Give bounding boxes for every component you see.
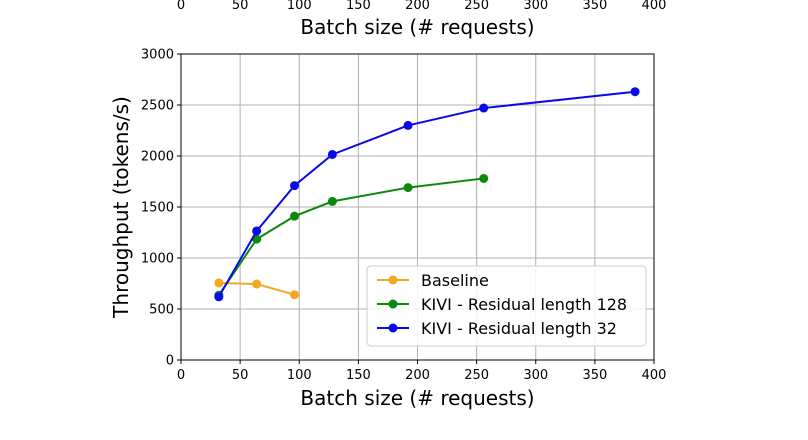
top-x-tick-label: 300 — [523, 0, 548, 13]
x-tick-label: 200 — [405, 368, 430, 383]
series-line-1 — [218, 177, 484, 296]
legend-box — [366, 265, 647, 347]
x-tick-label: 150 — [346, 368, 371, 383]
data-point — [630, 87, 640, 97]
top-x-tick-label: 150 — [346, 0, 371, 13]
top-x-tick-label: 400 — [642, 0, 667, 13]
legend-marker — [388, 299, 398, 309]
x-tick-label: 50 — [232, 368, 249, 383]
x-tick-label: 350 — [582, 368, 607, 383]
legend-label: KIVI - Residual length 32 — [421, 319, 617, 338]
x-tick-label: 100 — [287, 368, 312, 383]
data-point — [290, 211, 300, 221]
data-point — [290, 181, 300, 191]
top-x-tick-label: 0 — [177, 0, 185, 13]
legend-label: Baseline — [421, 271, 489, 290]
data-point — [214, 292, 224, 302]
y-tick-label: 3000 — [141, 48, 174, 63]
data-point — [252, 279, 262, 289]
legend-marker — [388, 275, 398, 285]
y-tick-label: 2500 — [141, 99, 174, 114]
x-tick-label: 300 — [523, 368, 548, 383]
y-tick-label: 1500 — [141, 201, 174, 216]
top-x-tick-label: 200 — [405, 0, 430, 13]
y-tick-label: 1000 — [141, 252, 174, 267]
y-tick-label: 0 — [166, 354, 174, 369]
series-lines — [214, 87, 640, 302]
data-point — [327, 196, 337, 206]
data-point — [252, 226, 262, 236]
x-tick-label: 250 — [464, 368, 489, 383]
top-x-tick-label: 350 — [582, 0, 607, 13]
data-point — [327, 149, 337, 159]
data-point — [290, 290, 300, 300]
data-point — [214, 278, 224, 288]
data-point — [479, 173, 489, 183]
legend-marker — [388, 323, 398, 333]
data-point — [403, 120, 413, 130]
data-point — [403, 183, 413, 193]
legend-label: KIVI - Residual length 128 — [421, 295, 627, 314]
y-tick-label: 500 — [149, 303, 174, 318]
x-axis-ticks: 0 50 100 150 200 250 300 350 400 — [177, 360, 667, 383]
x-tick-label: 0 — [177, 368, 185, 383]
data-point — [479, 103, 489, 113]
x-tick-label: 400 — [642, 368, 667, 383]
y-tick-label: 2000 — [141, 150, 174, 165]
y-axis-label: Throughput (tokens/s) — [109, 96, 133, 319]
top-x-tick-label: 100 — [287, 0, 312, 13]
grid-lines — [180, 53, 655, 361]
x-axis-label: Batch size (# requests) — [300, 386, 534, 410]
top-x-tick-label: 50 — [232, 0, 249, 13]
top-x-axis-label: Batch size (# requests) — [300, 15, 534, 39]
legend: Baseline KIVI - Residual length 128 KIVI -… — [366, 265, 647, 347]
y-axis-ticks: 0 500 1000 1500 2000 2500 3000 — [141, 48, 181, 369]
top-x-tick-label: 250 — [464, 0, 489, 13]
top-axis-strip: 0 50 100 150 200 250 300 350 400 Batch size (# re… — [177, 0, 667, 39]
